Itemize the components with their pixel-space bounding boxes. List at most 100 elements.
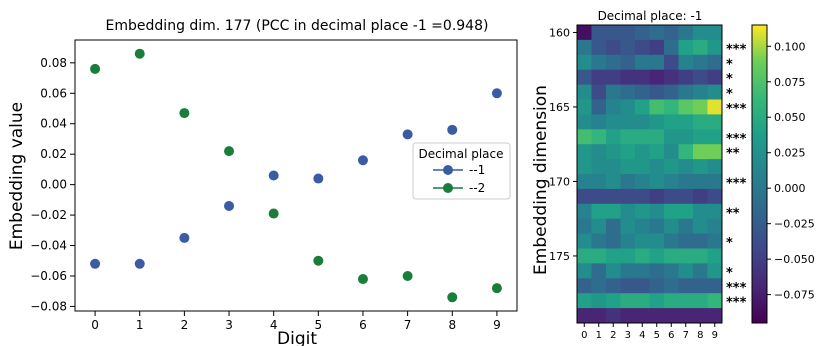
scatter-point-series-1: [134, 258, 145, 269]
heatmap-cell: [678, 159, 694, 175]
heatmap-cell: [620, 84, 636, 100]
scatter-x-tick-label: 2: [181, 318, 189, 332]
scatter-y-tick-label: −0.06: [30, 269, 67, 283]
heatmap-cell: [606, 54, 621, 71]
heatmap-cell: [577, 233, 592, 249]
heatmap-cell: [577, 203, 592, 220]
scatter-y-axis-label: Embedding value: [7, 102, 27, 250]
heatmap-cell: [649, 159, 665, 175]
heatmap-cell: [620, 39, 636, 56]
scatter-point-series-2: [268, 208, 279, 219]
heatmap-cell: [664, 114, 679, 130]
heatmap-cell: [591, 308, 607, 324]
scatter-point-series-1: [447, 124, 458, 135]
scatter-point-series-2: [313, 255, 324, 266]
scatter-x-tick-label: 5: [315, 318, 323, 332]
heatmap-cell: [620, 174, 636, 190]
heatmap-cell: [707, 69, 723, 85]
heatmap-cell: [635, 99, 650, 115]
heatmap-cell: [606, 25, 621, 41]
heatmap-cell: [577, 39, 592, 56]
heatmap-cell: [678, 54, 694, 71]
heatmap-cell: [577, 25, 592, 41]
heatmap-cell: [620, 25, 636, 41]
heatmap-cell: [649, 144, 665, 160]
heatmap-cell: [591, 144, 607, 160]
significance-marker: ***: [726, 176, 747, 191]
heatmap-cell: [664, 39, 679, 56]
heatmap-cell: [693, 129, 708, 145]
scatter-point-series-2: [357, 274, 368, 285]
colorbar-tick-label: 0.050: [774, 111, 806, 124]
heatmap-cell: [620, 54, 636, 71]
heatmap-cell: [664, 174, 679, 190]
heatmap-y-axis: 160 165 170 175: [549, 26, 577, 263]
heatmap-cell: [577, 218, 592, 234]
heatmap-cell: [577, 293, 592, 309]
heatmap-cell: [649, 188, 665, 205]
heatmap-cell: [693, 203, 708, 220]
legend-marker-1: [443, 165, 453, 175]
scatter-chart: Embedding dim. 177 (PCC in decimal place…: [7, 18, 518, 346]
significance-marker: ***: [726, 296, 747, 311]
heatmap-cell: [591, 203, 607, 220]
legend-label-2: --2: [469, 181, 485, 195]
heatmap-cell: [577, 263, 592, 279]
heatmap-cell: [693, 308, 708, 324]
scatter-y-tick-label: 0.04: [40, 117, 67, 131]
heatmap-cell: [635, 278, 650, 294]
heatmap-cell: [707, 218, 723, 234]
heatmap-cell: [635, 263, 650, 279]
significance-marker: *: [726, 266, 733, 281]
heatmap-cell: [707, 25, 723, 41]
heatmap-cell: [635, 188, 650, 205]
heatmap-cell: [649, 39, 665, 56]
colorbar-tick-label: 0.025: [774, 147, 806, 160]
legend-entry-1: --1: [433, 163, 485, 177]
heatmap-cell: [707, 144, 723, 160]
heatmap-cell: [693, 248, 708, 264]
heatmap-cell: [635, 84, 650, 100]
legend-title: Decimal place: [418, 147, 503, 161]
heatmap-cell: [678, 248, 694, 264]
heatmap-cell: [678, 293, 694, 309]
heatmap-cell: [707, 114, 723, 130]
heatmap-cell: [678, 39, 694, 56]
heatmap-cell: [577, 159, 592, 175]
heatmap-cell: [591, 25, 607, 41]
heatmap-cell: [664, 84, 679, 100]
colorbar-tick-label: 0.100: [774, 40, 806, 53]
heatmap-x-tick-label: 1: [596, 330, 602, 341]
heatmap-cell: [606, 174, 621, 190]
significance-marker: *: [726, 236, 733, 251]
legend-frame: [412, 142, 511, 200]
heatmap-cell: [620, 293, 636, 309]
significance-marker: *: [726, 72, 733, 87]
scatter-point-series-1: [268, 170, 279, 181]
heatmap-cell: [577, 129, 592, 145]
heatmap-cell: [606, 39, 621, 56]
significance-marker: **: [726, 206, 740, 221]
heatmap-cell: [664, 293, 679, 309]
heatmap-cell: [693, 114, 708, 130]
heatmap-cell: [664, 25, 679, 41]
heatmap-cell: [693, 218, 708, 234]
heatmap-cell: [606, 263, 621, 279]
heatmap-cell: [606, 293, 621, 309]
scatter-point-series-1: [179, 232, 190, 243]
heatmap-cell: [591, 188, 607, 205]
heatmap-cell: [606, 159, 621, 175]
scatter-x-axis-label: Digit: [277, 329, 317, 346]
heatmap-cell: [577, 114, 592, 130]
scatter-point-series-1: [313, 173, 324, 184]
scatter-x-tick-label: 8: [448, 318, 456, 332]
heatmap-cell: [678, 144, 694, 160]
heatmap-cell: [707, 129, 723, 145]
scatter-x-tick-label: 0: [91, 318, 99, 332]
heatmap-cell: [620, 203, 636, 220]
heatmap-cell: [678, 25, 694, 41]
heatmap-cell: [693, 84, 708, 100]
scatter-x-tick-label: 6: [359, 318, 367, 332]
